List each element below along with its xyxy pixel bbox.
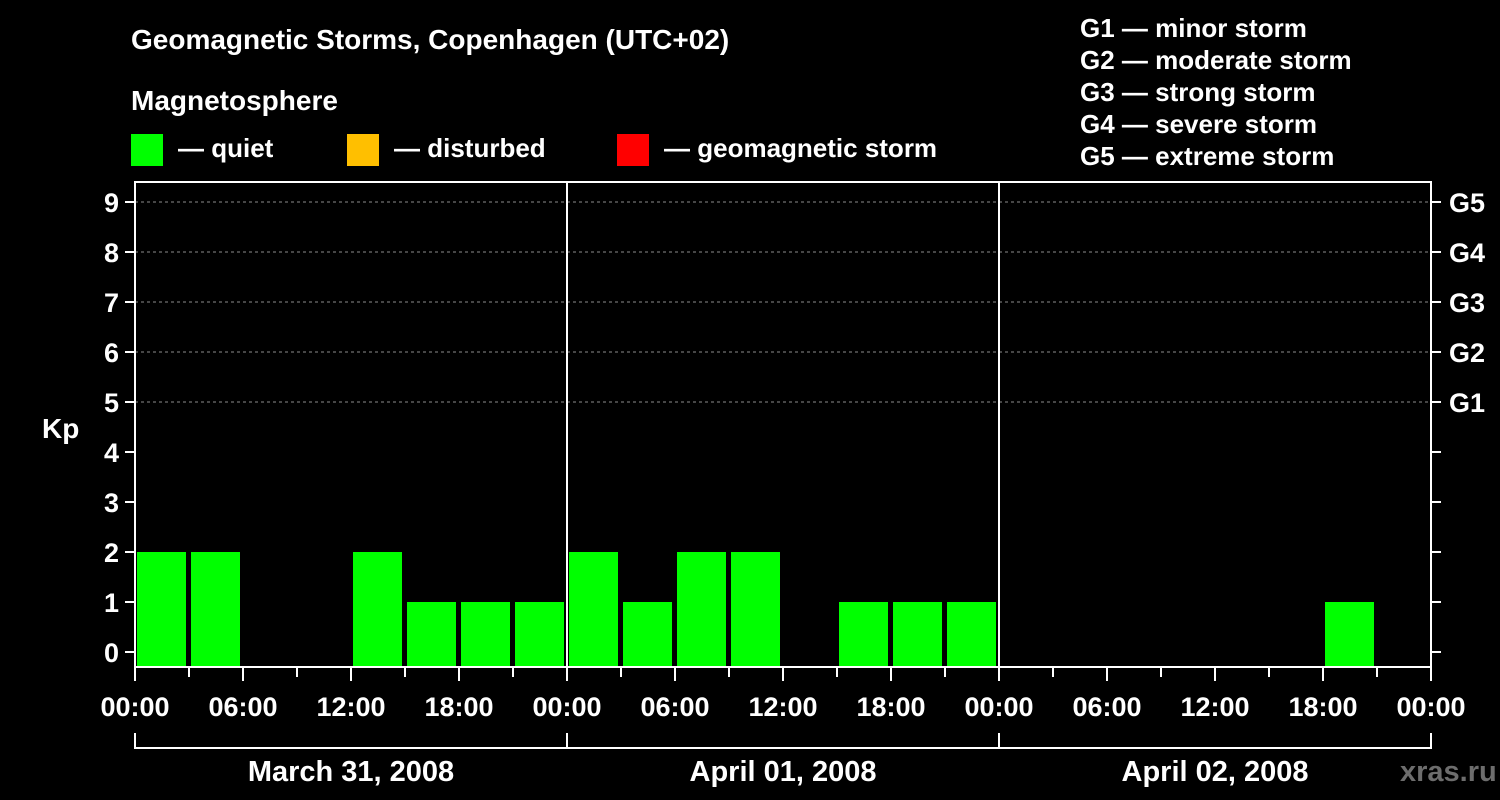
y-tick-label: 1: [104, 588, 119, 618]
legend-swatch-quiet: [131, 134, 163, 166]
y-tick-label: 8: [104, 238, 119, 268]
plot-frame: [134, 181, 1432, 668]
kp-bar: [137, 552, 186, 667]
x-tick-label: 18:00: [1288, 692, 1357, 722]
x-tick-label: 00:00: [100, 692, 169, 722]
storm-scale-g4: G4 — severe storm: [1080, 109, 1317, 139]
g-level-label: G5: [1449, 188, 1485, 218]
kp-bar: [893, 602, 942, 667]
color-legend: — quiet — disturbed — geomagnetic storm: [131, 133, 937, 166]
date-label: March 31, 2008: [248, 756, 454, 788]
x-tick-label: 12:00: [748, 692, 817, 722]
x-tick-label: 06:00: [1072, 692, 1141, 722]
kp-bar: [1325, 602, 1374, 667]
legend-label-disturbed: — disturbed: [394, 133, 546, 163]
y-tick-label: 9: [104, 188, 119, 218]
legend-swatch-disturbed: [347, 134, 379, 166]
storm-scale-g1: G1 — minor storm: [1080, 13, 1307, 43]
kp-bars: [137, 552, 1374, 667]
y-tick-label: 5: [104, 388, 119, 418]
x-tick-label: 00:00: [964, 692, 1033, 722]
x-axis-ticks: 00:00 06:00 12:00 18:00 00:00 06:00 12:00 18:00…: [100, 667, 1466, 722]
g-level-label: G3: [1449, 288, 1485, 318]
x-tick-label: 18:00: [424, 692, 493, 722]
legend-label-storm: — geomagnetic storm: [664, 133, 937, 163]
y-axis-ticks: 0 1 2 3 4 5 6 7 8 9: [104, 188, 1441, 668]
kp-bar: [515, 602, 564, 667]
kp-bar: [569, 552, 618, 667]
kp-bar: [839, 602, 888, 667]
kp-bar: [947, 602, 996, 667]
date-label: April 02, 2008: [1122, 756, 1309, 788]
storm-scale-g2: G2 — moderate storm: [1080, 45, 1352, 75]
y-tick-label: 6: [104, 338, 119, 368]
date-label: April 01, 2008: [690, 756, 877, 788]
kp-bar: [191, 552, 240, 667]
x-tick-label: 06:00: [640, 692, 709, 722]
x-tick-label: 00:00: [1396, 692, 1465, 722]
legend-heading: Magnetosphere: [131, 85, 338, 116]
y-tick-label: 4: [104, 438, 119, 468]
y-tick-label: 3: [104, 488, 119, 518]
kp-bar: [461, 602, 510, 667]
kp-bar: [731, 552, 780, 667]
gridlines: [135, 182, 1431, 667]
kp-bar: [353, 552, 402, 667]
g-level-ticks: G1 G2 G3 G4 G5: [1449, 188, 1485, 418]
date-labels: March 31, 2008 April 01, 2008 April 02, 20…: [134, 733, 1432, 788]
brand-watermark: xras.ru: [1400, 756, 1497, 788]
x-tick-label: 18:00: [856, 692, 925, 722]
x-tick-label: 12:00: [316, 692, 385, 722]
plot-border: [134, 181, 1432, 668]
x-tick-label: 12:00: [1180, 692, 1249, 722]
kp-bar: [677, 552, 726, 667]
kp-bar: [623, 602, 672, 667]
chart-title: Geomagnetic Storms, Copenhagen (UTC+02): [131, 24, 729, 55]
storm-scale-legend: G1 — minor storm G2 — moderate storm G3 …: [1080, 13, 1352, 171]
g-level-label: G4: [1449, 238, 1485, 268]
storm-scale-g3: G3 — strong storm: [1080, 77, 1315, 107]
storm-scale-g5: G5 — extreme storm: [1080, 141, 1334, 171]
legend-swatch-storm: [617, 134, 649, 166]
y-tick-label: 7: [104, 288, 119, 318]
g-level-label: G2: [1449, 338, 1485, 368]
legend-label-quiet: — quiet: [178, 133, 274, 163]
x-tick-label: 06:00: [208, 692, 277, 722]
x-tick-label: 00:00: [532, 692, 601, 722]
y-axis-label: Kp: [42, 413, 79, 444]
kp-bar: [407, 602, 456, 667]
y-tick-label: 0: [104, 638, 119, 668]
y-tick-label: 2: [104, 538, 119, 568]
g-level-label: G1: [1449, 388, 1485, 418]
